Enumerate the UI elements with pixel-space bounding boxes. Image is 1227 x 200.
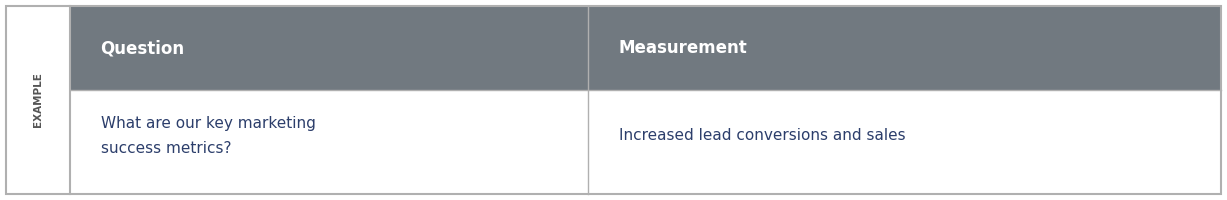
Text: Increased lead conversions and sales: Increased lead conversions and sales: [618, 128, 906, 143]
Bar: [70, 6, 1221, 90]
Text: Question: Question: [101, 39, 185, 57]
Text: What are our key marketing
success metrics?: What are our key marketing success metri…: [101, 116, 315, 156]
Text: Measurement: Measurement: [618, 39, 747, 57]
Text: EXAMPLE: EXAMPLE: [33, 73, 43, 127]
